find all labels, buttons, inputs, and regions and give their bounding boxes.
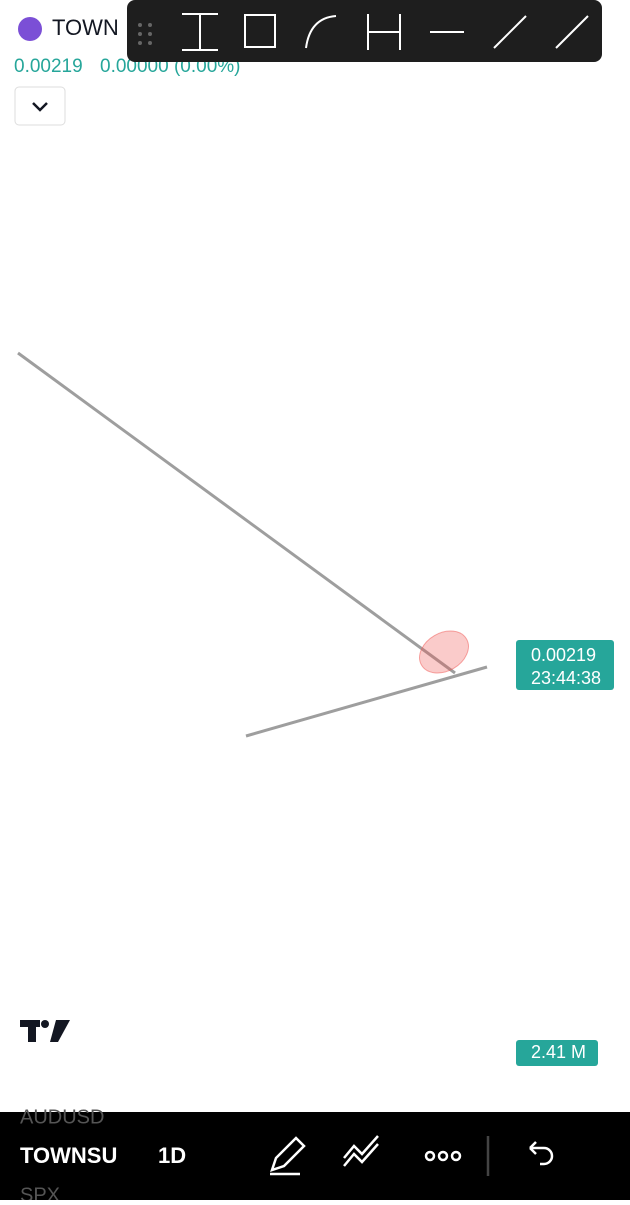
tool-arrow[interactable] (493, 15, 527, 49)
trend-line[interactable] (17, 351, 456, 675)
volume-label: 2.41 M (531, 1042, 586, 1062)
bottom-symbol[interactable]: TOWNSU (20, 1143, 117, 1168)
tool-range[interactable] (182, 13, 218, 51)
next-symbol: SPX (20, 1184, 60, 1200)
symbol: TOWN (52, 15, 119, 40)
price: 0.00219 (14, 56, 83, 77)
tv-logo (20, 1020, 70, 1042)
interval[interactable]: 1D (158, 1143, 186, 1168)
countdown: 23:44:38 (531, 668, 601, 688)
bottom-bar (0, 1112, 630, 1200)
chevron (32, 102, 48, 112)
dropdown[interactable] (14, 86, 66, 126)
volume-tag (516, 1040, 598, 1066)
tool-line[interactable] (555, 15, 589, 49)
tool-measure[interactable] (367, 14, 401, 50)
tool-curve[interactable] (305, 15, 337, 49)
toolbar-bg (127, 0, 602, 62)
drawing-toolbar (127, 0, 602, 62)
undo-icon[interactable] (529, 1141, 554, 1166)
symbol-logo (18, 17, 42, 41)
pen-icon[interactable] (270, 1136, 306, 1176)
tool-rect[interactable] (244, 14, 276, 48)
last-price: 0.00219 (531, 645, 596, 665)
highlight-ellipse[interactable] (412, 623, 476, 682)
trend-line[interactable] (245, 665, 488, 738)
prev-symbol: AUDUSD (20, 1106, 104, 1128)
draw-icon[interactable] (343, 1135, 379, 1167)
price-tag (516, 640, 614, 690)
